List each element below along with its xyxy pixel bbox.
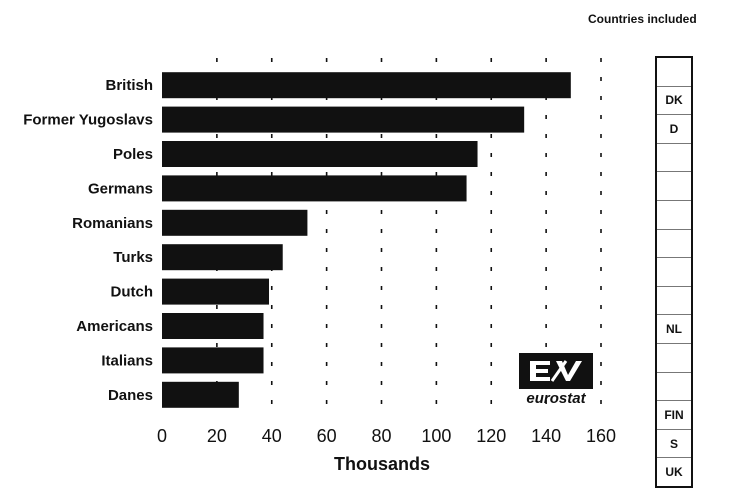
category-label: Romanians [72, 215, 153, 232]
country-cell: FIN [657, 401, 691, 430]
eurostat-logo-mark [519, 353, 593, 389]
bar [162, 72, 571, 99]
category-label: Germans [88, 180, 153, 197]
country-cell: S [657, 430, 691, 459]
country-cell: DK [657, 87, 691, 116]
country-cell: UK [665, 465, 683, 480]
country-cell: NL [657, 315, 691, 344]
x-tick-label: 20 [207, 426, 227, 446]
x-tick-label: 120 [476, 426, 506, 446]
x-axis-title: Thousands [334, 454, 430, 474]
bar [162, 313, 264, 339]
bar-chart: British Former Yugoslavs Poles Germans Roman… [23, 58, 616, 474]
bar [162, 381, 239, 408]
category-labels: British Former Yugoslavs Poles Germans Roman… [23, 77, 153, 404]
x-tick-label: 140 [531, 426, 561, 446]
country-cell: D [657, 115, 691, 144]
category-label: Italians [101, 352, 153, 369]
country-cell [657, 344, 691, 373]
bar [162, 244, 283, 271]
bar [162, 106, 525, 133]
category-label: Turks [113, 249, 153, 266]
bar [162, 175, 467, 202]
category-label: Danes [108, 387, 153, 404]
x-tick-labels: 0 20 40 60 80 100 120 140 160 [157, 426, 616, 446]
x-tick-label: 40 [262, 426, 282, 446]
country-cell [657, 373, 691, 402]
country-cell [657, 144, 691, 173]
category-label: Poles [113, 146, 153, 163]
country-cell [657, 230, 691, 259]
category-label: Former Yugoslavs [23, 112, 153, 129]
x-tick-label: 80 [371, 426, 391, 446]
x-tick-label: 160 [586, 426, 616, 446]
bar [162, 347, 264, 374]
category-label: British [105, 77, 153, 94]
countries-included-panel: DK D NL FIN S UK [655, 56, 693, 488]
bar [162, 209, 308, 236]
x-tick-label: 0 [157, 426, 167, 446]
bar [162, 278, 270, 305]
category-label: Dutch [111, 284, 154, 301]
bars [162, 72, 571, 408]
country-cell [657, 172, 691, 201]
country-cell [657, 258, 691, 287]
countries-included-title: Countries included [588, 12, 697, 26]
category-label: Americans [76, 318, 153, 335]
country-cell [657, 201, 691, 230]
country-cell [657, 287, 691, 316]
eurostat-logo-text: eurostat [526, 390, 586, 407]
eurostat-logo: eurostat [517, 353, 595, 411]
x-tick-label: 60 [317, 426, 337, 446]
x-tick-label: 100 [421, 426, 451, 446]
bar [162, 141, 478, 167]
country-cell [657, 58, 691, 87]
